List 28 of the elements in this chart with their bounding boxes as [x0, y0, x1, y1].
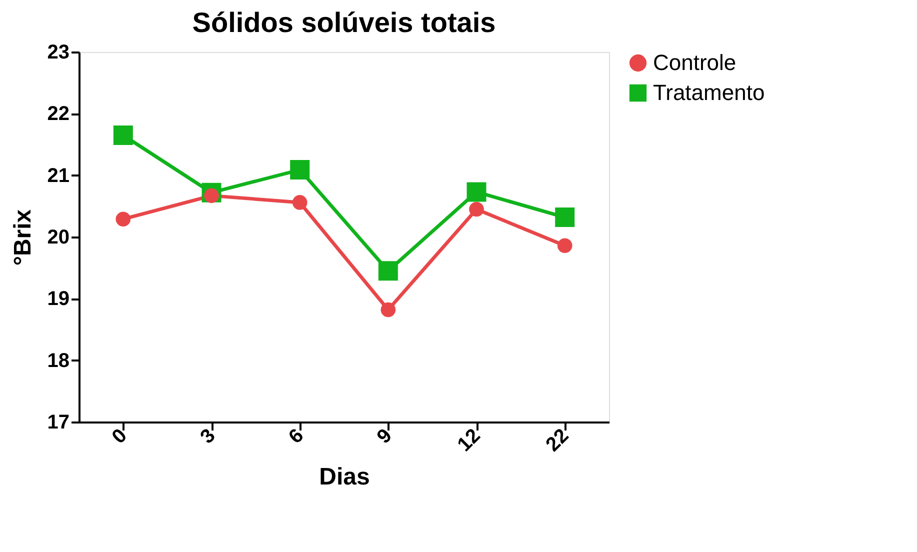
legend-label: Controle: [653, 50, 736, 75]
x-tick-label: 22: [542, 424, 574, 456]
point: [380, 302, 396, 318]
y-tick-label: 18: [47, 350, 70, 372]
legend-label: Tratamento: [653, 80, 765, 105]
point: [116, 212, 131, 227]
point: [557, 238, 572, 254]
y-tick-label: 20: [47, 226, 70, 248]
point: [292, 195, 308, 210]
x-tick-label: 12: [453, 424, 485, 456]
point: [378, 261, 398, 281]
y-axis-title: °Brix: [9, 208, 36, 266]
x-axis-title: Dias: [319, 463, 370, 490]
point: [469, 202, 484, 217]
y-tick-label: 22: [47, 103, 70, 126]
y-tick-label: 21: [47, 164, 70, 187]
y-tick-label: 17: [47, 412, 70, 434]
x-tick-label: 3: [196, 424, 220, 448]
point: [113, 126, 133, 145]
x-tick-label: 0: [108, 424, 132, 448]
y-tick-label: 19: [47, 288, 70, 310]
point: [290, 160, 310, 180]
chart-title: Sólidos solúveis totais: [192, 7, 496, 38]
point: [466, 182, 486, 202]
point: [555, 208, 575, 228]
y-tick-label: 23: [47, 42, 70, 64]
x-tick-label: 6: [284, 424, 308, 448]
x-tick-label: 9: [373, 424, 396, 448]
